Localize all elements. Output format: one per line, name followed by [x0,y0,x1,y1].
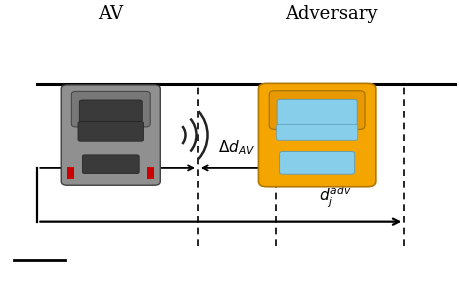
FancyBboxPatch shape [276,124,357,140]
FancyBboxPatch shape [79,100,142,122]
Text: AV: AV [98,5,123,23]
Bar [67,167,74,179]
FancyBboxPatch shape [82,155,139,174]
FancyBboxPatch shape [61,85,160,185]
Text: $d_j^{adv}$: $d_j^{adv}$ [319,185,351,210]
FancyBboxPatch shape [71,92,150,127]
Bar [147,167,154,179]
FancyBboxPatch shape [78,122,143,141]
FancyBboxPatch shape [258,83,375,187]
Text: $d_{AV}$: $d_{AV}$ [104,139,131,158]
FancyBboxPatch shape [276,99,356,125]
FancyBboxPatch shape [279,152,354,174]
FancyBboxPatch shape [269,91,364,129]
Text: $\Delta d_{AV}$: $\Delta d_{AV}$ [218,139,255,158]
Text: Adversary: Adversary [284,5,376,23]
